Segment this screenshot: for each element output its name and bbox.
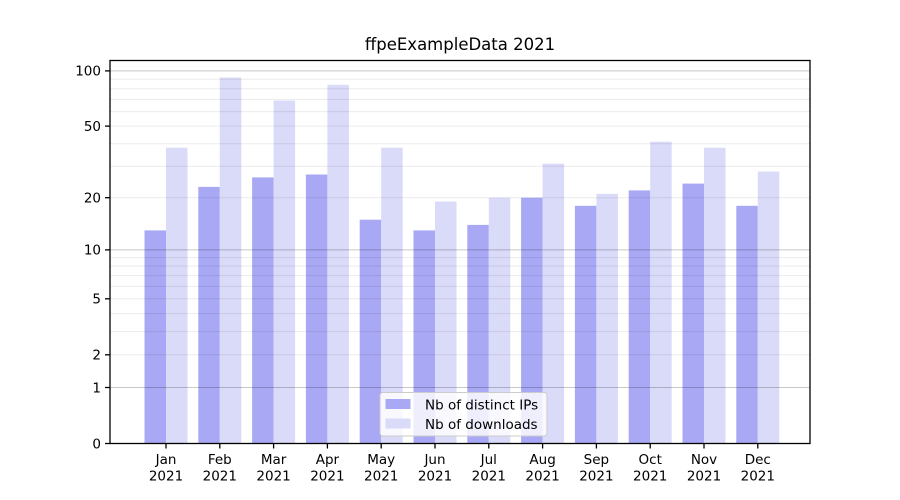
bar-distinct-ips-jan bbox=[144, 230, 166, 444]
y-tick-label: 50 bbox=[84, 119, 101, 135]
bar-downloads-oct bbox=[650, 141, 672, 444]
x-tick-label-month: Jul bbox=[480, 452, 497, 468]
x-tick-label-year: 2021 bbox=[364, 469, 398, 485]
x-tick-label-year: 2021 bbox=[149, 469, 183, 485]
bar-downloads-feb bbox=[219, 77, 242, 444]
x-tick-label-month: Mar bbox=[261, 452, 287, 468]
x-tick-label-month: Oct bbox=[639, 452, 662, 468]
y-tick-label: 100 bbox=[75, 64, 101, 80]
legend-label-distinct-ips: Nb of distinct IPs bbox=[425, 398, 538, 414]
y-tick-label: 5 bbox=[92, 292, 101, 308]
axes-layer: 0125102050100Jan2021Feb2021Mar2021Apr202… bbox=[75, 59, 811, 485]
bar-downloads-jul bbox=[488, 197, 511, 444]
bar-distinct-ips-mar bbox=[252, 177, 274, 444]
x-tick-label-month: Dec bbox=[745, 452, 771, 468]
bar-downloads-mar bbox=[273, 100, 296, 444]
bar-distinct-ips-dec bbox=[736, 205, 758, 444]
y-tick-label: 2 bbox=[92, 348, 101, 364]
bar-downloads-jan bbox=[166, 147, 188, 444]
plot-border bbox=[109, 59, 811, 445]
bar-distinct-ips-oct bbox=[628, 190, 651, 444]
chart-title: ffpeExampleData 2021 bbox=[365, 35, 555, 54]
bar-distinct-ips-aug bbox=[521, 197, 543, 444]
bar-distinct-ips-jun bbox=[413, 230, 435, 444]
legend: Nb of distinct IPs Nb of downloads bbox=[379, 392, 548, 437]
x-tick-label-month: Aug bbox=[529, 452, 555, 468]
legend-swatch-downloads bbox=[385, 418, 411, 429]
x-tick-label-year: 2021 bbox=[418, 469, 452, 485]
x-tick-label-year: 2021 bbox=[472, 469, 506, 485]
x-tick-label-year: 2021 bbox=[579, 469, 613, 485]
legend-swatch-distinct-ips bbox=[385, 399, 411, 409]
y-tick-label: 0 bbox=[92, 436, 101, 452]
x-tick-label-month: Nov bbox=[691, 452, 717, 468]
bar-downloads-jun bbox=[435, 201, 457, 444]
x-tick-label-month: Feb bbox=[208, 452, 232, 468]
x-tick-label-month: May bbox=[367, 452, 395, 468]
x-tick-label-year: 2021 bbox=[741, 469, 775, 485]
x-tick-label-year: 2021 bbox=[310, 469, 344, 485]
x-tick-label-year: 2021 bbox=[203, 469, 237, 485]
bar-downloads-dec bbox=[757, 171, 780, 444]
bar-distinct-ips-jul bbox=[467, 224, 489, 444]
bar-distinct-ips-sep bbox=[574, 205, 597, 444]
bar-downloads-apr bbox=[327, 84, 349, 444]
legend-box bbox=[379, 392, 548, 437]
bars-layer bbox=[144, 77, 780, 444]
bar-downloads-may bbox=[381, 147, 403, 444]
bar-distinct-ips-feb bbox=[198, 186, 220, 444]
x-tick-label-month: Apr bbox=[316, 452, 340, 468]
legend-label-downloads: Nb of downloads bbox=[425, 417, 538, 433]
x-tick-label-year: 2021 bbox=[256, 469, 290, 485]
x-tick-label-month: Sep bbox=[584, 452, 609, 468]
y-tick-label: 1 bbox=[92, 380, 101, 396]
x-tick-label-year: 2021 bbox=[525, 469, 559, 485]
bar-downloads-sep bbox=[596, 193, 618, 444]
x-tick-label-month: Jan bbox=[155, 452, 177, 468]
x-tick-label-month: Jun bbox=[423, 452, 445, 468]
bar-distinct-ips-apr bbox=[305, 174, 328, 444]
y-tick-label: 10 bbox=[84, 243, 101, 259]
bar-downloads-nov bbox=[704, 147, 726, 444]
y-tick-label: 20 bbox=[84, 191, 101, 207]
gridlines bbox=[110, 70, 810, 388]
bar-downloads-aug bbox=[542, 163, 565, 444]
x-tick-label-year: 2021 bbox=[687, 469, 721, 485]
x-tick-label-year: 2021 bbox=[633, 469, 667, 485]
